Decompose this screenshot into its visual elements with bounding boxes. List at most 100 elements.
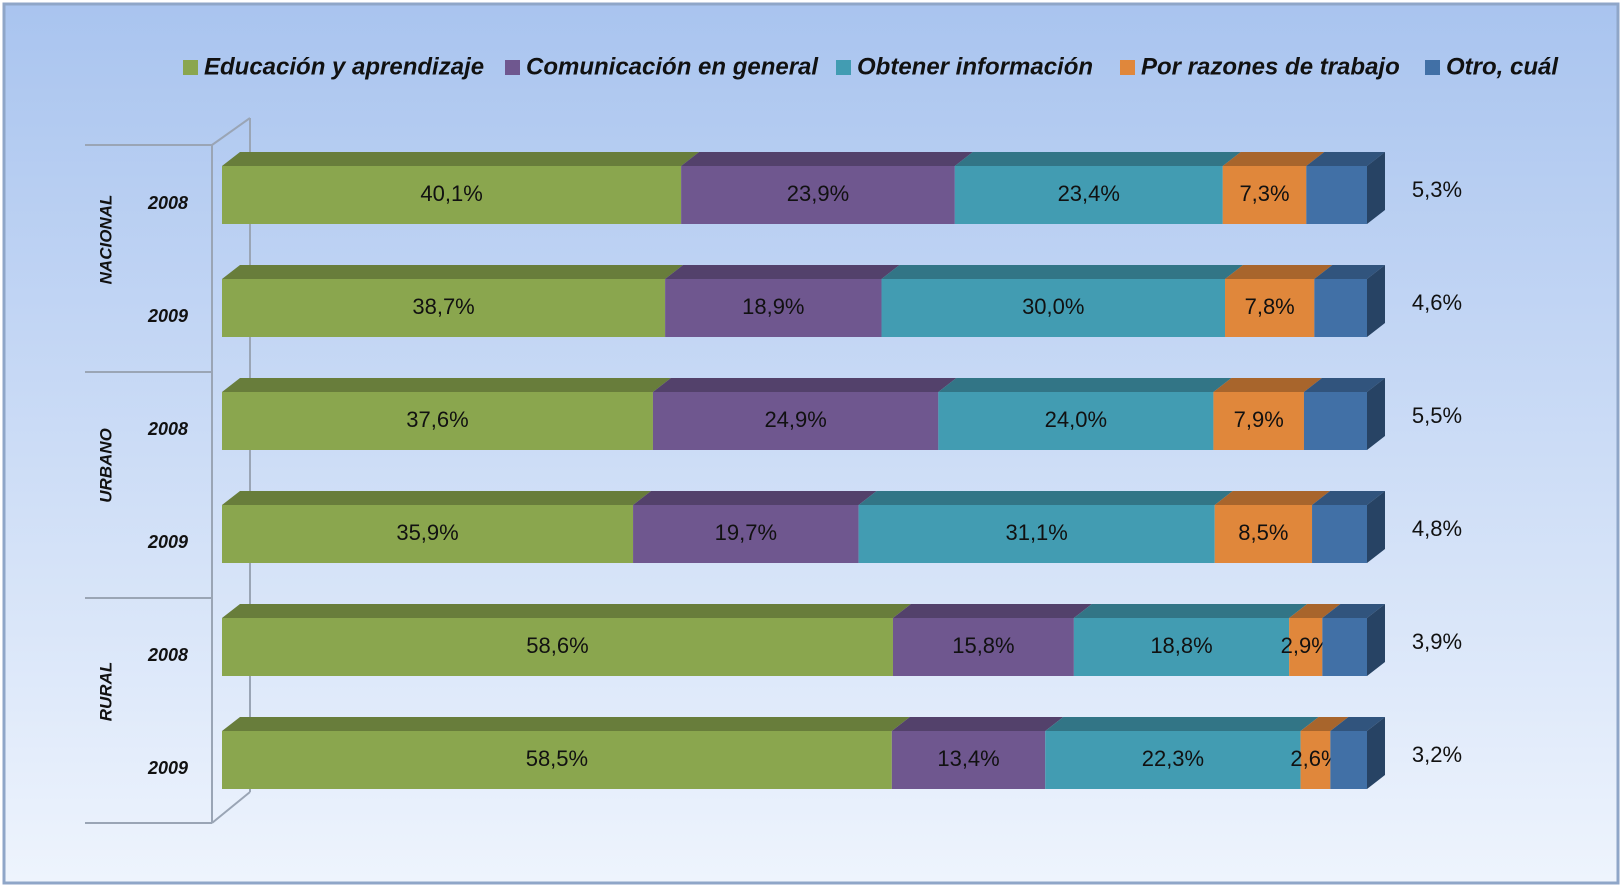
bar xyxy=(891,731,1046,789)
bar-top xyxy=(892,604,1092,618)
bar xyxy=(222,392,653,450)
bar-side xyxy=(1367,378,1385,450)
bar xyxy=(1314,279,1367,337)
legend-label: Educación y aprendizaje xyxy=(204,53,484,80)
bar xyxy=(954,166,1223,224)
bar-top xyxy=(1213,378,1322,392)
bar xyxy=(881,279,1226,337)
bar xyxy=(1214,505,1313,563)
data-label: 30,0% xyxy=(1022,294,1084,319)
data-label: 7,3% xyxy=(1239,181,1289,206)
bar-top xyxy=(891,717,1064,731)
bar-side xyxy=(1367,717,1385,789)
bar-top xyxy=(1300,717,1349,731)
y-tick-label: 2009 xyxy=(147,758,188,778)
legend-label: Otro, cuál xyxy=(1446,53,1559,80)
bar-top xyxy=(222,717,910,731)
bar-top xyxy=(881,265,1244,279)
bar xyxy=(938,392,1214,450)
data-label: 18,9% xyxy=(742,294,804,319)
data-label: 23,4% xyxy=(1058,181,1120,206)
data-label: 31,1% xyxy=(1005,520,1067,545)
bar-top xyxy=(858,491,1233,505)
y-tick-label: 2009 xyxy=(147,306,188,326)
bar xyxy=(858,505,1215,563)
y-tick-label: 2008 xyxy=(147,419,188,439)
bar-top xyxy=(633,491,877,505)
legend-label: Por razones de trabajo xyxy=(1141,53,1400,80)
data-label: 3,9% xyxy=(1412,629,1462,654)
bar-side xyxy=(1367,604,1385,676)
bar-top xyxy=(1289,604,1341,618)
bar-top xyxy=(222,265,684,279)
data-label: 23,9% xyxy=(787,181,849,206)
bar-top xyxy=(1306,152,1385,166)
bar-top xyxy=(1322,604,1385,618)
legend-swatch xyxy=(505,60,520,75)
bar xyxy=(1213,392,1304,450)
bar xyxy=(1045,731,1301,789)
category-axis xyxy=(85,117,251,824)
bar-side xyxy=(1367,491,1385,563)
bar xyxy=(222,166,682,224)
bar xyxy=(1303,392,1367,450)
legend-swatch xyxy=(183,60,198,75)
data-label: 4,6% xyxy=(1412,290,1462,315)
bar-top xyxy=(1303,378,1385,392)
bar-top xyxy=(1225,265,1333,279)
bar xyxy=(222,505,634,563)
bar-top xyxy=(222,152,700,166)
data-label: 58,5% xyxy=(526,746,588,771)
data-label: 24,9% xyxy=(764,407,826,432)
legend-swatch xyxy=(1425,60,1440,75)
legend-swatch xyxy=(1120,60,1135,75)
bar-top xyxy=(938,378,1232,392)
bar-top xyxy=(222,604,911,618)
data-label: 58,6% xyxy=(526,633,588,658)
data-label: 18,8% xyxy=(1150,633,1212,658)
bar xyxy=(222,279,666,337)
bar xyxy=(1073,618,1290,676)
bar xyxy=(1300,731,1331,789)
bar-top xyxy=(954,152,1241,166)
data-label: 7,8% xyxy=(1245,294,1295,319)
bar-side xyxy=(1367,152,1385,224)
data-label: 8,5% xyxy=(1238,520,1288,545)
bar-top xyxy=(681,152,973,166)
bar-top xyxy=(1073,604,1308,618)
data-label: 37,6% xyxy=(406,407,468,432)
bar-top xyxy=(1312,491,1385,505)
bar xyxy=(1306,166,1367,224)
bar-top xyxy=(665,265,900,279)
y-tick-label: 2009 xyxy=(147,532,188,552)
bar xyxy=(652,392,939,450)
legend-swatch xyxy=(836,60,851,75)
legend-label: Obtener información xyxy=(857,53,1093,80)
bar-top xyxy=(1214,491,1331,505)
bar xyxy=(665,279,882,337)
bar-top xyxy=(1314,265,1385,279)
bar xyxy=(222,731,892,789)
data-label: 24,0% xyxy=(1045,407,1107,432)
group-label: NACIONAL xyxy=(96,195,115,285)
bar xyxy=(1322,618,1367,676)
data-label: 19,7% xyxy=(715,520,777,545)
bar xyxy=(633,505,859,563)
bar xyxy=(681,166,955,224)
data-label: 15,8% xyxy=(952,633,1014,658)
data-label: 3,2% xyxy=(1412,742,1462,767)
bar-side xyxy=(1367,265,1385,337)
y-tick-label: 2008 xyxy=(147,193,188,213)
bar-top xyxy=(222,378,671,392)
group-label: RURAL xyxy=(96,662,115,722)
data-label: 13,4% xyxy=(937,746,999,771)
bar-top xyxy=(652,378,957,392)
bar-top xyxy=(1222,152,1325,166)
bar-top xyxy=(1045,717,1319,731)
bar xyxy=(222,618,893,676)
y-tick-label: 2008 xyxy=(147,645,188,665)
data-label: 22,3% xyxy=(1142,746,1204,771)
data-label: 5,5% xyxy=(1412,403,1462,428)
bar-top xyxy=(1330,717,1385,731)
